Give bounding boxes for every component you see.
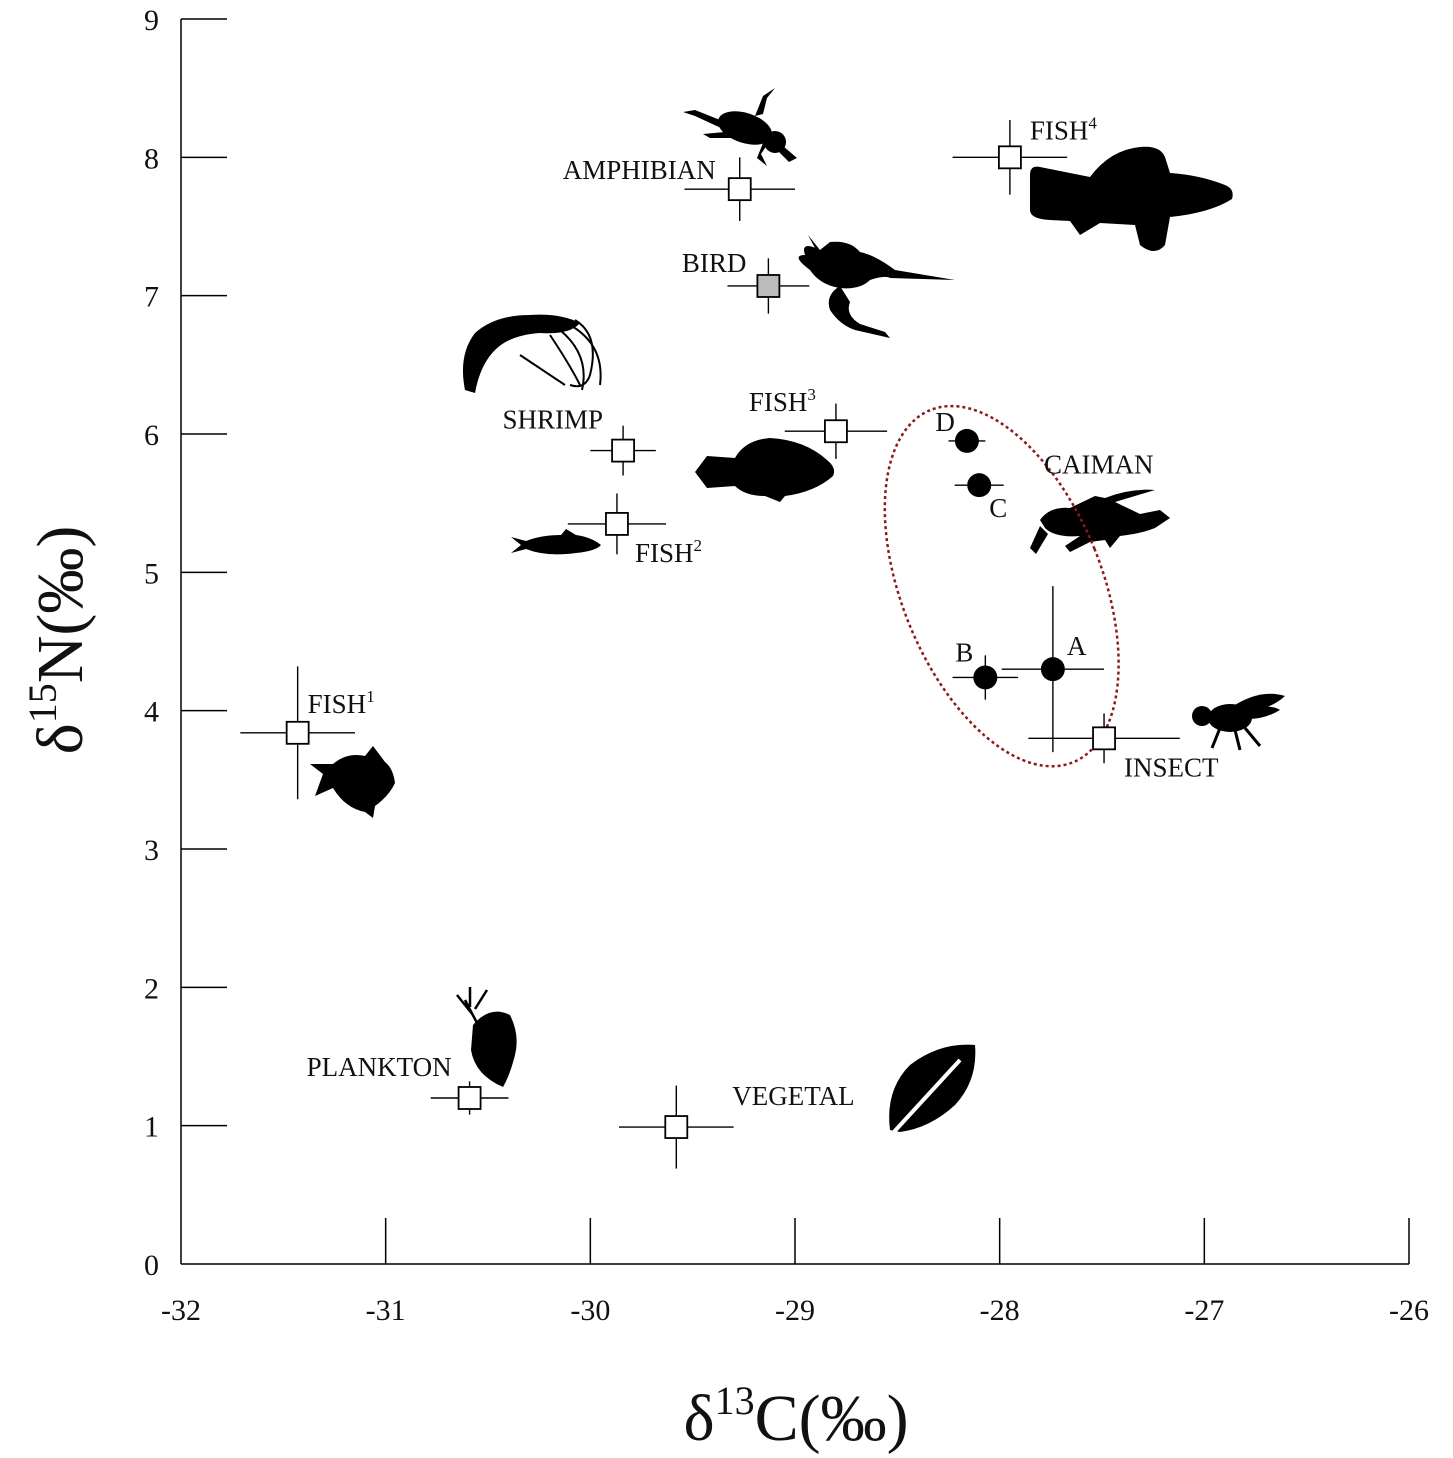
heron-icon	[798, 235, 955, 338]
x-axis-title: δ13C(‰)	[683, 1378, 908, 1455]
point-labels: AMPHIBIAN FISH4 BIRD SHRIMP FISH3 FISH2 FISH1 I…	[307, 113, 1219, 1111]
source-label: BIRD	[682, 248, 747, 278]
source-marker	[824, 419, 848, 444]
caiman-marker	[967, 473, 992, 498]
source-marker	[664, 1115, 689, 1139]
source-marker	[1092, 726, 1116, 751]
y-tick-label: 2	[144, 972, 159, 1005]
y-tick-label: 4	[144, 696, 159, 729]
source-marker	[457, 1086, 482, 1110]
source-marker	[756, 274, 781, 298]
caiman-marker	[1040, 657, 1065, 682]
source-marker	[285, 720, 310, 745]
source-label: INSECT	[1124, 752, 1219, 782]
source-marker	[611, 438, 635, 463]
animal-silhouettes	[310, 88, 1285, 1136]
x-tick-label: -31	[366, 1294, 406, 1327]
y-axis-title: δ15N(‰)	[20, 526, 97, 755]
caiman-point-label: C	[989, 493, 1007, 523]
fish2-icon	[511, 529, 601, 555]
source-label: FISH4	[1030, 113, 1098, 145]
source-label: SHRIMP	[503, 405, 604, 435]
fish1-icon	[310, 746, 395, 818]
caiman-ellipse	[883, 404, 1120, 768]
y-tick-label: 0	[144, 1249, 159, 1282]
source-label: FISH3	[749, 385, 816, 417]
caiman-icon	[1030, 489, 1170, 554]
fish4-icon	[1030, 146, 1233, 251]
tick-labels: -32 -31 -30 -29 -28 -27 -26 0 1 2 3 4 5 6 7 8 9	[144, 4, 1429, 1327]
frog-icon	[683, 88, 797, 166]
y-tick-label: 1	[144, 1111, 159, 1144]
caiman-marker	[954, 428, 979, 453]
source-marker	[605, 512, 629, 536]
y-tick-label: 7	[144, 281, 159, 314]
source-label: AMPHIBIAN	[563, 155, 716, 185]
x-tick-label: -32	[161, 1294, 201, 1327]
source-marker	[727, 177, 752, 202]
fly-icon	[1192, 693, 1285, 751]
shrimp-icon	[462, 314, 602, 393]
x-tick-label: -26	[1389, 1294, 1429, 1327]
fish3-icon	[695, 438, 835, 502]
leaf-icon	[889, 1044, 976, 1136]
y-tick-label: 6	[144, 419, 159, 452]
y-tick-label: 5	[144, 557, 159, 590]
source-label: PLANKTON	[307, 1052, 452, 1082]
y-tick-label: 3	[144, 834, 159, 867]
daphnia-icon	[456, 987, 517, 1087]
x-tick-label: -28	[980, 1294, 1020, 1327]
x-tick-label: -27	[1184, 1294, 1224, 1327]
caiman-point-label: D	[935, 407, 955, 437]
tick-marks	[181, 18, 1410, 1264]
caiman-label: CAIMAN	[1044, 450, 1154, 480]
source-label: VEGETAL	[732, 1081, 854, 1111]
caiman-point-label: A	[1067, 631, 1087, 661]
y-tick-label: 8	[144, 142, 159, 175]
caiman-point-label: B	[955, 637, 973, 667]
caiman-marker	[973, 665, 998, 690]
source-label: FISH2	[635, 536, 702, 568]
source-label: FISH1	[308, 687, 375, 719]
x-tick-label: -30	[570, 1294, 610, 1327]
data-markers	[285, 145, 1116, 1139]
x-tick-label: -29	[775, 1294, 815, 1327]
y-tick-label: 9	[144, 4, 159, 37]
source-marker	[998, 145, 1022, 170]
